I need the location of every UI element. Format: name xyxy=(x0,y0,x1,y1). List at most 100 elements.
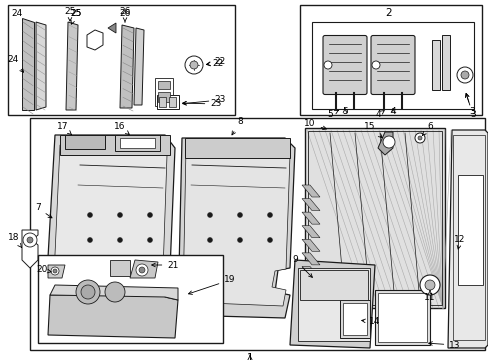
Polygon shape xyxy=(178,138,294,318)
Bar xyxy=(305,128,444,308)
Text: 10: 10 xyxy=(304,120,326,130)
Circle shape xyxy=(81,285,95,299)
Polygon shape xyxy=(302,280,319,292)
Polygon shape xyxy=(87,30,103,50)
Bar xyxy=(159,97,165,107)
Text: 5: 5 xyxy=(326,111,338,120)
Text: 3: 3 xyxy=(465,94,474,117)
Text: 25: 25 xyxy=(64,8,76,21)
Text: 25: 25 xyxy=(70,9,81,18)
Bar xyxy=(158,81,170,89)
Circle shape xyxy=(147,238,152,243)
Circle shape xyxy=(87,238,92,243)
Bar xyxy=(120,138,155,148)
Text: 8: 8 xyxy=(231,117,243,135)
Polygon shape xyxy=(48,295,178,338)
Text: 21: 21 xyxy=(151,261,178,270)
Bar xyxy=(307,131,441,305)
Text: 20: 20 xyxy=(36,265,51,274)
Bar xyxy=(65,135,105,149)
Bar xyxy=(457,175,482,285)
Text: 24: 24 xyxy=(11,9,22,18)
Text: 13: 13 xyxy=(428,341,460,350)
Circle shape xyxy=(51,267,59,275)
FancyBboxPatch shape xyxy=(370,36,414,94)
Circle shape xyxy=(105,282,125,302)
Bar xyxy=(169,97,176,107)
Bar xyxy=(299,270,367,300)
Text: 7: 7 xyxy=(35,203,52,218)
Text: 11: 11 xyxy=(424,291,435,302)
Circle shape xyxy=(136,264,148,276)
Polygon shape xyxy=(302,253,319,265)
Text: 4: 4 xyxy=(389,108,395,117)
Bar xyxy=(377,293,426,342)
Polygon shape xyxy=(120,25,134,108)
Text: 14: 14 xyxy=(361,318,380,327)
Circle shape xyxy=(207,212,212,217)
Text: 15: 15 xyxy=(364,122,382,138)
Bar xyxy=(311,22,473,109)
Bar xyxy=(8,5,235,115)
Bar xyxy=(342,303,366,335)
Circle shape xyxy=(27,237,33,243)
Circle shape xyxy=(424,280,434,290)
Text: 22: 22 xyxy=(206,58,223,68)
Polygon shape xyxy=(134,28,143,105)
Circle shape xyxy=(267,238,272,243)
Polygon shape xyxy=(48,265,65,278)
Text: 19: 19 xyxy=(188,275,235,294)
Polygon shape xyxy=(22,18,34,110)
Bar xyxy=(155,78,173,106)
Text: 18: 18 xyxy=(8,234,21,248)
Text: 4: 4 xyxy=(374,111,384,120)
Circle shape xyxy=(237,238,242,243)
Bar xyxy=(110,260,130,276)
Polygon shape xyxy=(22,230,38,268)
Polygon shape xyxy=(183,148,289,306)
Text: 9: 9 xyxy=(291,256,312,277)
Circle shape xyxy=(414,133,424,143)
Text: 2: 2 xyxy=(385,8,391,18)
Text: 16: 16 xyxy=(114,122,129,134)
Text: 23: 23 xyxy=(183,99,221,108)
FancyBboxPatch shape xyxy=(323,36,366,94)
Polygon shape xyxy=(302,199,319,211)
Polygon shape xyxy=(36,22,46,110)
Circle shape xyxy=(419,275,439,295)
Polygon shape xyxy=(447,130,487,348)
Circle shape xyxy=(76,280,100,304)
Circle shape xyxy=(117,238,122,243)
Text: 25: 25 xyxy=(70,9,81,24)
Polygon shape xyxy=(53,145,167,303)
Circle shape xyxy=(324,61,331,69)
Circle shape xyxy=(460,71,468,79)
Circle shape xyxy=(207,238,212,243)
Polygon shape xyxy=(302,212,319,224)
Circle shape xyxy=(267,212,272,217)
Circle shape xyxy=(456,67,472,83)
Polygon shape xyxy=(66,22,78,110)
Bar xyxy=(157,95,179,109)
Text: 6: 6 xyxy=(422,122,432,135)
Text: 26: 26 xyxy=(119,8,130,22)
Polygon shape xyxy=(108,23,116,33)
Bar xyxy=(452,135,484,340)
Circle shape xyxy=(237,212,242,217)
Bar xyxy=(431,40,439,90)
Bar xyxy=(115,135,160,151)
Bar xyxy=(30,118,484,350)
Circle shape xyxy=(87,212,92,217)
Bar xyxy=(158,92,170,102)
Circle shape xyxy=(184,56,203,74)
Circle shape xyxy=(417,136,421,140)
Text: 17: 17 xyxy=(57,122,71,135)
Bar xyxy=(184,138,289,158)
Polygon shape xyxy=(302,266,319,278)
Polygon shape xyxy=(289,260,374,348)
Text: 22: 22 xyxy=(206,58,225,67)
Polygon shape xyxy=(377,132,392,155)
Text: 23: 23 xyxy=(183,95,225,105)
Bar xyxy=(299,5,481,115)
Polygon shape xyxy=(50,285,178,300)
